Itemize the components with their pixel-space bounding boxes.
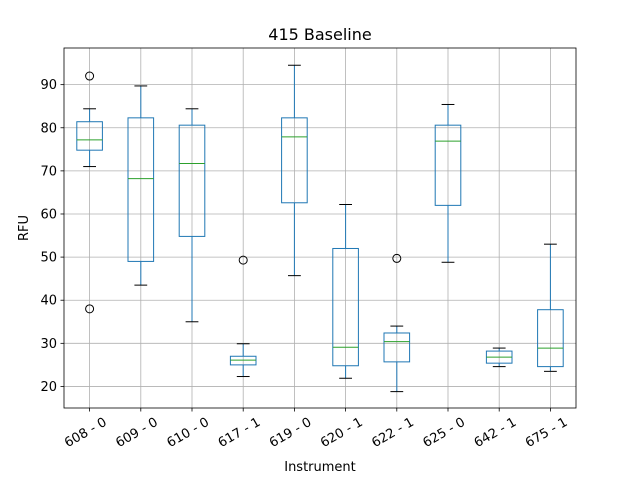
y-tick-label: 70: [40, 164, 57, 179]
box-7: [383, 253, 411, 393]
box-4: [229, 255, 257, 378]
y-axis-label: RFU: [17, 215, 32, 241]
outlier-point: [392, 253, 402, 263]
outlier-point: [85, 304, 95, 314]
box-8: [434, 103, 462, 263]
iqr-box: [537, 309, 564, 368]
x-axis-label: Instrument: [284, 460, 356, 475]
axes-frame: [63, 47, 577, 409]
iqr-box: [281, 117, 308, 204]
y-tick-label: 90: [40, 78, 57, 93]
box-10: [537, 243, 564, 372]
box-layer: [76, 64, 564, 393]
box-1: [76, 71, 103, 314]
outlier-point: [85, 71, 95, 81]
y-tick-label: 80: [40, 121, 57, 136]
box-3: [178, 108, 206, 323]
y-tick-label: 50: [40, 251, 57, 266]
y-tick-label: 20: [40, 380, 57, 395]
box-2: [127, 85, 155, 286]
box-6: [332, 204, 359, 379]
grid-layer: [64, 48, 576, 408]
box-9: [485, 347, 513, 368]
iqr-box: [178, 124, 206, 237]
box-5: [281, 64, 308, 277]
outlier-point: [238, 255, 248, 265]
iqr-box: [127, 117, 155, 262]
iqr-box: [383, 332, 411, 363]
y-tick-label: 60: [40, 207, 57, 222]
chart-title: 415 Baseline: [268, 25, 371, 44]
iqr-box: [332, 247, 359, 367]
y-tick-label: 40: [40, 294, 57, 309]
iqr-box: [76, 121, 103, 151]
iqr-box: [434, 124, 462, 206]
y-tick-label: 30: [40, 337, 57, 352]
